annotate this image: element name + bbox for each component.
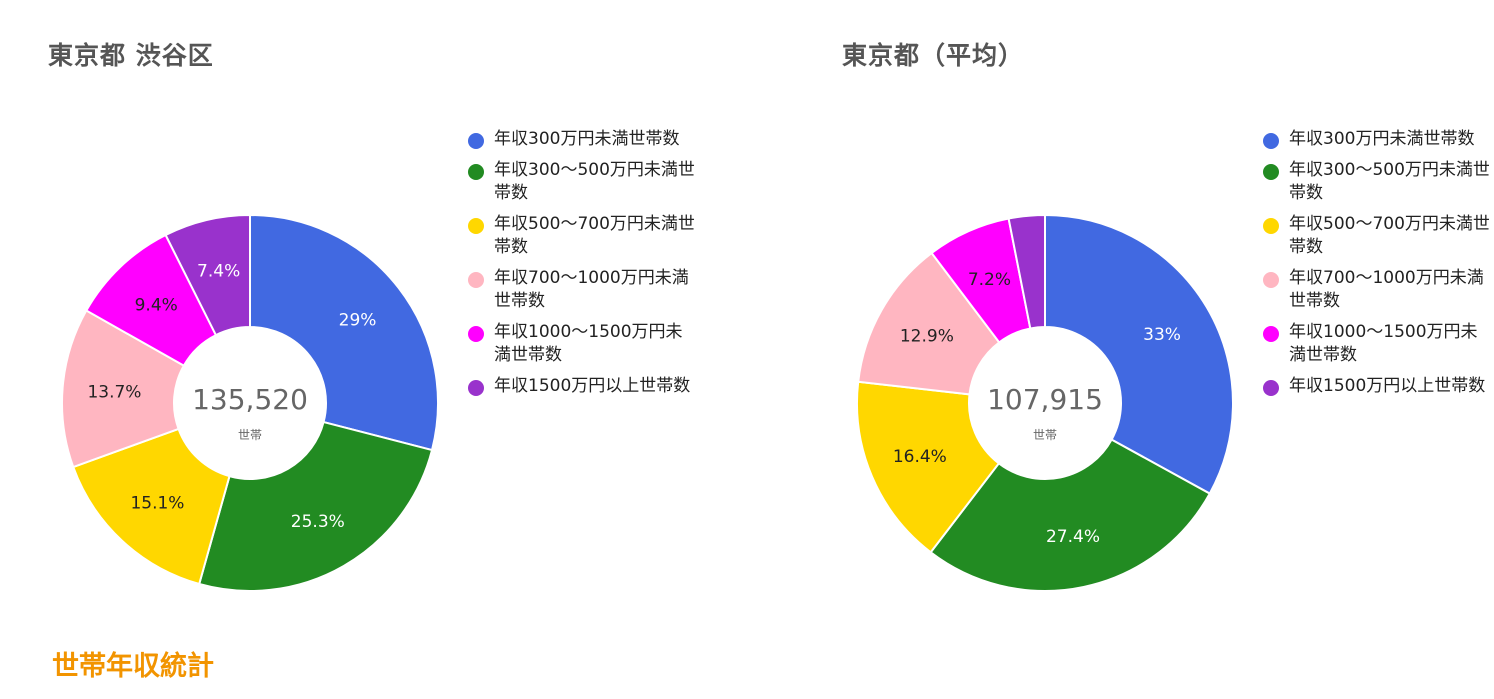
slice-4[interactable]	[857, 251, 1001, 396]
slice-label-3: 15.1%	[130, 494, 184, 514]
donut-chart-tokyo-average: 33% 27.4% 16.4% 12.9% 7.2% 107,915 世帯	[856, 213, 1234, 592]
legend-swatch	[468, 380, 484, 396]
legend-item[interactable]: 年収300万円未満世帯数	[468, 128, 698, 151]
slice-2[interactable]	[197, 420, 434, 592]
chart-title: 東京都 渋谷区	[48, 41, 214, 70]
center-unit-label: 世帯	[238, 428, 262, 442]
legend-label: 年収300～500万円未満世帯数	[494, 160, 695, 203]
chart-title: 東京都（平均）	[842, 41, 1025, 70]
legend-swatch	[1263, 326, 1279, 342]
chart-legend: 年収300万円未満世帯数年収300～500万円未満世帯数 年収500～700万円未…	[468, 128, 698, 406]
legend-item[interactable]: 年収300～500万円未満世帯数	[468, 159, 698, 205]
chart-panel-shibuya: 東京都 渋谷区 29% 25.3% 15.1% 13.7% 9.4% 7.4% 135,52…	[0, 0, 747, 630]
legend-swatch	[468, 272, 484, 288]
slice-3[interactable]	[71, 427, 231, 586]
legend-swatch	[468, 326, 484, 342]
legend-item[interactable]: 年収500～700万円未満世帯数	[468, 213, 698, 259]
legend-label: 年収1000～1500万円未満世帯数	[494, 322, 683, 365]
slice-6[interactable]	[164, 213, 251, 337]
legend-item[interactable]: 年収1500万円以上世帯数	[1263, 375, 1493, 398]
legend-label: 年収500～700万円未満世帯数	[1289, 214, 1490, 257]
legend-swatch	[1263, 380, 1279, 396]
center-total-value: 107,915	[987, 383, 1103, 416]
slice-1[interactable]	[1044, 213, 1234, 495]
legend-item[interactable]: 年収1000～1500万円未満世帯数	[468, 321, 698, 367]
slice-3[interactable]	[856, 380, 1001, 554]
legend-label: 年収300万円未満世帯数	[1289, 129, 1475, 149]
legend-label: 年収700～1000万円未満世帯数	[1289, 268, 1484, 311]
slice-label-1: 33%	[1143, 325, 1181, 345]
legend-label: 年収1500万円以上世帯数	[1289, 376, 1486, 396]
slice-label-4: 12.9%	[900, 327, 954, 347]
slice-2[interactable]	[929, 438, 1212, 592]
legend-label: 年収1000～1500万円未満世帯数	[1289, 322, 1478, 365]
chart-legend: 年収300万円未満世帯数年収300～500万円未満世帯数 年収500～700万円未…	[1263, 128, 1493, 406]
slice-6[interactable]	[1007, 213, 1046, 330]
legend-swatch	[1263, 164, 1279, 180]
legend-label: 年収300～500万円未満世帯数	[1289, 160, 1490, 203]
slice-label-5: 9.4%	[135, 296, 178, 316]
legend-label: 年収300万円未満世帯数	[494, 129, 680, 149]
legend-item[interactable]: 年収1500万円以上世帯数	[468, 375, 698, 398]
slice-label-4: 13.7%	[87, 383, 141, 403]
legend-item[interactable]: 年収1000～1500万円未満世帯数	[1263, 321, 1493, 367]
legend-item[interactable]: 年収700～1000万円未満世帯数	[1263, 267, 1493, 313]
legend-swatch	[1263, 218, 1279, 234]
legend-swatch	[468, 218, 484, 234]
center-total-value: 135,520	[192, 383, 308, 416]
slice-label-1: 29%	[339, 311, 377, 331]
slice-label-2: 27.4%	[1046, 527, 1100, 547]
legend-swatch	[468, 133, 484, 149]
slice-label-6: 7.4%	[197, 262, 240, 282]
legend-swatch	[1263, 272, 1279, 288]
chart-panel-tokyo-average: 東京都（平均） 33% 27.4% 16.4% 12.9% 7.2% 107,915 世帯 …	[795, 0, 1494, 630]
legend-swatch	[1263, 133, 1279, 149]
center-unit-label: 世帯	[1033, 428, 1057, 442]
legend-label: 年収1500万円以上世帯数	[494, 376, 691, 396]
legend-item[interactable]: 年収700～1000万円未満世帯数	[468, 267, 698, 313]
donut-hole	[970, 328, 1120, 478]
legend-label: 年収700～1000万円未満世帯数	[494, 268, 689, 311]
slice-label-3: 16.4%	[893, 447, 947, 467]
legend-item[interactable]: 年収300万円未満世帯数	[1263, 128, 1493, 151]
donut-chart-shibuya: 29% 25.3% 15.1% 13.7% 9.4% 7.4% 135,520 世帯	[61, 213, 439, 592]
section-heading: 世帯年収統計	[52, 651, 214, 682]
slice-1[interactable]	[249, 213, 439, 452]
slice-label-5: 7.2%	[968, 270, 1011, 290]
legend-item[interactable]: 年収500～700万円未満世帯数	[1263, 213, 1493, 259]
slice-4[interactable]	[61, 309, 186, 469]
legend-swatch	[468, 164, 484, 180]
legend-item[interactable]: 年収300～500万円未満世帯数	[1263, 159, 1493, 205]
legend-label: 年収500～700万円未満世帯数	[494, 214, 695, 257]
slice-label-2: 25.3%	[291, 512, 345, 532]
donut-hole	[175, 328, 325, 478]
